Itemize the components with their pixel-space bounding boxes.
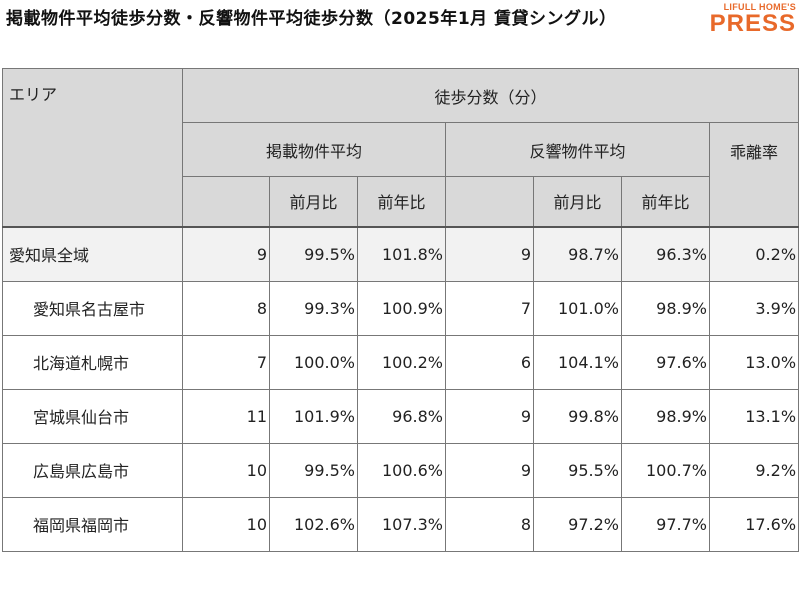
row-listed: 10 xyxy=(182,496,270,552)
table-row: 宮城県仙台市 11 101.9% 96.8% 9 99.8% 98.9% 13.… xyxy=(2,388,800,444)
row-listed-yoy: 100.9% xyxy=(357,280,446,336)
row-listed-mom: 100.0% xyxy=(269,334,358,390)
row-response: 8 xyxy=(445,496,534,552)
logo-top-text: LIFULL HOME'S xyxy=(723,2,796,12)
row-area: 宮城県仙台市 xyxy=(2,388,183,444)
row-area: 愛知県全域 xyxy=(2,225,183,282)
row-listed: 10 xyxy=(182,442,270,498)
row-listed-yoy: 96.8% xyxy=(357,388,446,444)
logo-bottom-text: PRESS xyxy=(709,10,796,37)
row-listed-mom: 102.6% xyxy=(269,496,358,552)
row-response-yoy: 97.6% xyxy=(621,334,710,390)
header-divergence: 乖離率 xyxy=(708,122,800,227)
row-response-mom: 97.2% xyxy=(533,496,622,552)
table-row: 福岡県福岡市 10 102.6% 107.3% 8 97.2% 97.7% 17… xyxy=(2,496,800,552)
row-response-yoy: 100.7% xyxy=(621,442,710,498)
row-divergence: 17.6% xyxy=(708,496,800,552)
header-listed-yoy: 前年比 xyxy=(357,176,446,227)
row-area: 愛知県名古屋市 xyxy=(2,280,183,336)
row-response-yoy: 98.9% xyxy=(621,280,710,336)
row-area: 北海道札幌市 xyxy=(2,334,183,390)
header-listed-blank xyxy=(182,176,270,227)
row-listed: 9 xyxy=(182,225,270,282)
row-listed-mom: 99.3% xyxy=(269,280,358,336)
row-listed-mom: 99.5% xyxy=(269,442,358,498)
row-response-mom: 95.5% xyxy=(533,442,622,498)
header-response-yoy: 前年比 xyxy=(621,176,710,227)
row-listed-yoy: 100.6% xyxy=(357,442,446,498)
row-response: 9 xyxy=(445,388,534,444)
header-area: エリア xyxy=(2,68,183,227)
page-title: 掲載物件平均徒歩分数・反響物件平均徒歩分数（2025年1月 賃貸シングル） xyxy=(6,9,617,29)
row-response-mom: 98.7% xyxy=(533,225,622,282)
row-response: 6 xyxy=(445,334,534,390)
row-listed-yoy: 100.2% xyxy=(357,334,446,390)
row-divergence: 13.0% xyxy=(708,334,800,390)
row-response-mom: 104.1% xyxy=(533,334,622,390)
row-listed-mom: 101.9% xyxy=(269,388,358,444)
header-listed-average: 掲載物件平均 xyxy=(182,122,446,177)
row-area: 広島県広島市 xyxy=(2,442,183,498)
row-response: 9 xyxy=(445,442,534,498)
row-listed: 11 xyxy=(182,388,270,444)
row-response-yoy: 96.3% xyxy=(621,225,710,282)
header-response-blank xyxy=(445,176,534,227)
row-response-mom: 101.0% xyxy=(533,280,622,336)
row-area: 福岡県福岡市 xyxy=(2,496,183,552)
row-response: 7 xyxy=(445,280,534,336)
row-listed-yoy: 101.8% xyxy=(357,225,446,282)
lifull-homes-press-logo: LIFULL HOME'S PRESS xyxy=(704,2,796,42)
table-row: 愛知県全域 9 99.5% 101.8% 9 98.7% 96.3% 0.2% xyxy=(2,225,800,282)
row-response: 9 xyxy=(445,225,534,282)
row-divergence: 0.2% xyxy=(708,225,800,282)
row-listed-mom: 99.5% xyxy=(269,225,358,282)
table-row: 広島県広島市 10 99.5% 100.6% 9 95.5% 100.7% 9.… xyxy=(2,442,800,498)
header-walking-minutes: 徒歩分数（分） xyxy=(181,68,800,123)
table-row: 愛知県名古屋市 8 99.3% 100.9% 7 101.0% 98.9% 3.… xyxy=(2,280,800,336)
row-listed-yoy: 107.3% xyxy=(357,496,446,552)
row-response-yoy: 97.7% xyxy=(621,496,710,552)
table-row: 北海道札幌市 7 100.0% 100.2% 6 104.1% 97.6% 13… xyxy=(2,334,800,390)
row-response-mom: 99.8% xyxy=(533,388,622,444)
row-listed: 7 xyxy=(182,334,270,390)
walking-minutes-table: エリア 徒歩分数（分） 掲載物件平均 反響物件平均 乖離率 前月比 前年比 前月… xyxy=(2,68,800,552)
row-listed: 8 xyxy=(182,280,270,336)
row-divergence: 9.2% xyxy=(708,442,800,498)
row-divergence: 13.1% xyxy=(708,388,800,444)
header-response-average: 反響物件平均 xyxy=(445,122,710,177)
row-response-yoy: 98.9% xyxy=(621,388,710,444)
header-response-mom: 前月比 xyxy=(533,176,622,227)
header-listed-mom: 前月比 xyxy=(269,176,358,227)
row-divergence: 3.9% xyxy=(708,280,800,336)
